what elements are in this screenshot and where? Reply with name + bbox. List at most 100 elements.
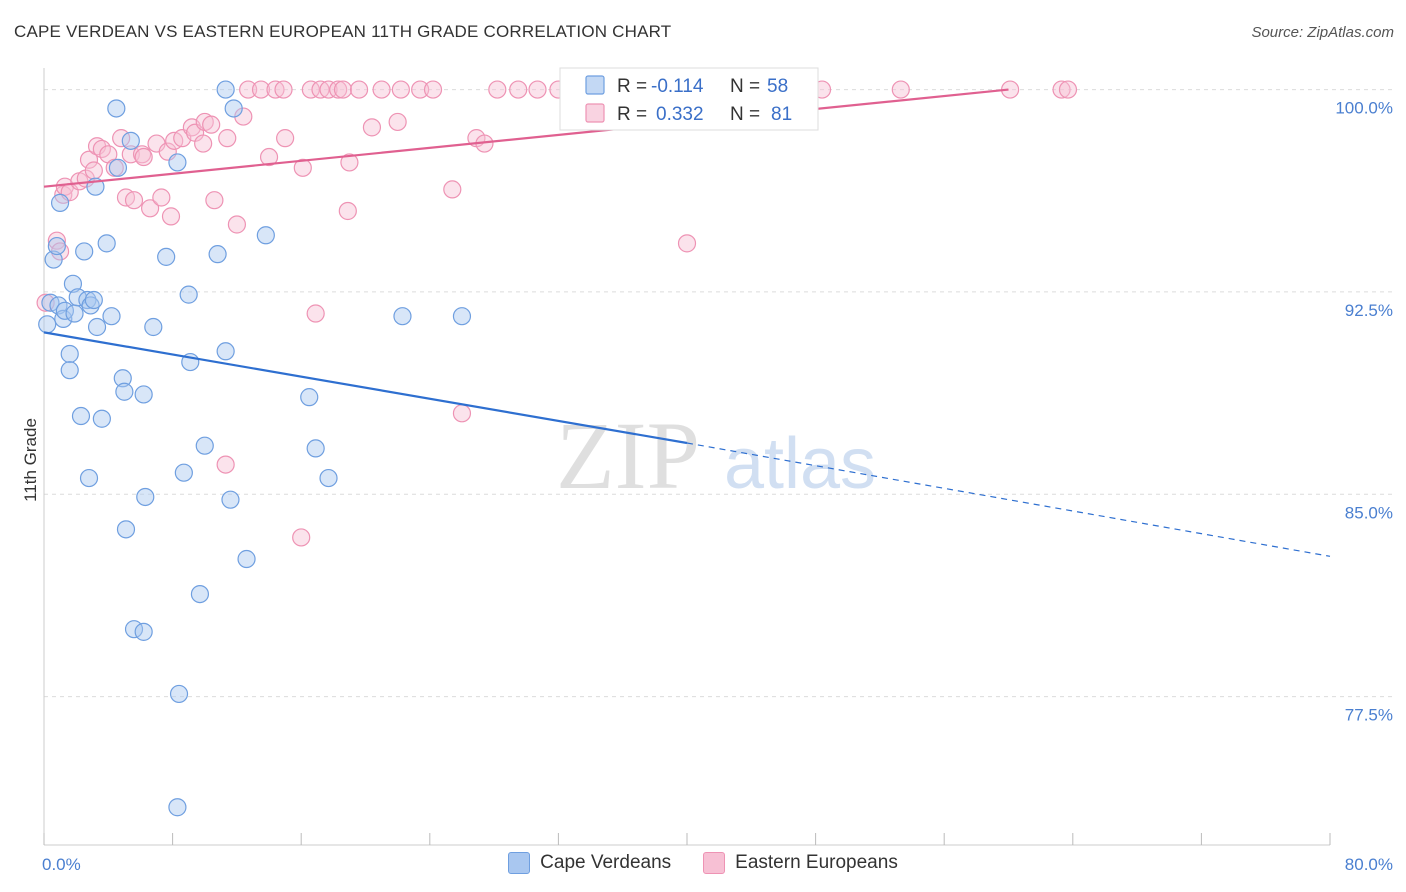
data-point	[301, 80, 320, 99]
legend-label-eastern-europeans: Eastern Europeans	[735, 852, 898, 873]
data-point	[276, 129, 295, 148]
legend-marker-cape-verdeans	[508, 852, 531, 874]
data-point	[411, 80, 430, 99]
data-point	[60, 344, 79, 364]
series-cape-verdeans	[38, 80, 676, 817]
data-point	[78, 290, 97, 310]
data-point	[108, 158, 128, 177]
legend-r-label-1: R =	[617, 76, 647, 97]
legend-label-cape-verdeans: Cape Verdeans	[540, 852, 672, 873]
data-point	[300, 388, 319, 407]
data-point	[161, 207, 181, 226]
data-point	[152, 188, 171, 207]
y-tick-label: 92.5%	[1345, 301, 1393, 320]
data-point	[38, 315, 57, 334]
data-point	[84, 161, 103, 180]
data-point	[79, 150, 99, 169]
legend-swatch-eastern-europeans	[585, 103, 605, 123]
data-point	[113, 369, 132, 388]
data-point	[202, 115, 221, 134]
x-tick-label-max: 80.0%	[1345, 855, 1393, 874]
data-point	[190, 584, 210, 604]
data-point	[107, 99, 126, 118]
trend-line-cape-verdeans	[43, 331, 688, 445]
data-point	[216, 80, 235, 99]
legend-r-label-2: R =	[617, 104, 647, 125]
legend-n-label-1: N =	[730, 76, 760, 97]
data-point	[50, 193, 70, 212]
data-point	[79, 468, 99, 488]
data-point	[169, 684, 189, 704]
watermark: ZIP atlas	[556, 402, 876, 509]
data-point	[102, 307, 121, 326]
series-legend: Cape Verdeans Eastern Europeans	[0, 852, 1406, 874]
axes	[43, 68, 1331, 846]
data-point	[144, 317, 163, 337]
data-point	[216, 342, 235, 361]
legend-n-value-eastern-europeans: 81	[771, 104, 792, 125]
data-point	[134, 385, 153, 404]
legend-item-eastern-europeans: Eastern Europeans	[703, 852, 898, 874]
data-point	[81, 296, 100, 315]
data-point	[195, 436, 214, 455]
data-point	[208, 245, 227, 264]
data-point	[221, 490, 240, 509]
data-point	[292, 528, 311, 547]
data-point	[1052, 80, 1071, 99]
data-point	[677, 234, 697, 253]
data-point	[47, 231, 66, 250]
trend-line-eastern-europeans	[43, 88, 1009, 188]
data-point	[319, 80, 338, 99]
data-point	[349, 80, 369, 99]
data-point	[157, 247, 176, 266]
data-point	[306, 304, 325, 323]
legend-swatch-cape-verdeans	[585, 75, 605, 95]
data-point	[237, 549, 256, 569]
data-point	[528, 80, 547, 99]
data-point	[168, 798, 187, 817]
tick-labels: 100.0% 92.5% 85.0% 77.5% 0.0% 80.0%	[42, 99, 1393, 874]
data-point	[174, 463, 193, 482]
watermark-zip: ZIP	[556, 402, 700, 509]
data-point	[92, 409, 111, 428]
data-point	[205, 191, 224, 210]
data-point	[75, 242, 94, 261]
watermark-atlas: atlas	[724, 424, 876, 504]
data-point	[274, 80, 293, 99]
data-point	[60, 361, 79, 380]
data-point	[362, 118, 382, 137]
data-point	[124, 191, 144, 210]
data-point	[333, 80, 353, 99]
data-point	[259, 147, 279, 167]
y-axis-label: 11th Grade	[21, 418, 40, 502]
data-point	[116, 520, 136, 539]
data-point	[488, 80, 507, 99]
data-point	[1058, 80, 1078, 99]
data-point	[44, 250, 63, 269]
data-point	[168, 153, 187, 172]
data-point	[452, 307, 472, 326]
legend-n-value-cape-verdeans: 58	[767, 76, 788, 97]
series-eastern-europeans	[36, 80, 1078, 547]
data-point	[338, 201, 357, 221]
x-tick-label-min: 0.0%	[42, 855, 81, 874]
data-point	[372, 80, 391, 99]
data-point	[194, 134, 213, 153]
data-point	[63, 274, 83, 293]
stats-legend: R = -0.114 N = 58 R = 0.332 N = 81	[559, 67, 819, 131]
data-point	[340, 153, 359, 172]
data-point	[329, 80, 348, 99]
gridlines	[44, 89, 1394, 698]
data-point	[443, 180, 462, 199]
data-point	[393, 307, 412, 326]
data-point	[97, 234, 116, 253]
data-point	[218, 129, 237, 148]
data-point	[293, 158, 312, 177]
data-point	[134, 147, 153, 167]
legend-n-label-2: N =	[730, 104, 760, 125]
data-point	[134, 622, 153, 641]
data-point	[115, 382, 134, 401]
y-tick-label: 100.0%	[1335, 99, 1393, 118]
data-point	[136, 487, 155, 507]
